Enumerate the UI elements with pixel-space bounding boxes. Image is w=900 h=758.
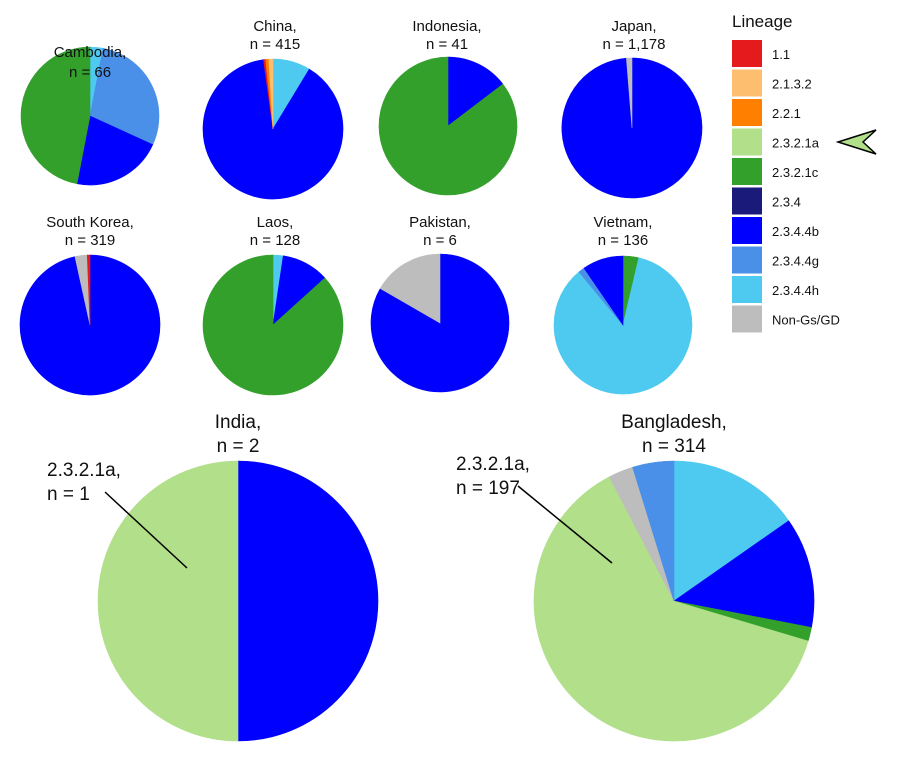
pie-title-count-pakistan: n = 6 (423, 232, 457, 249)
pie-title-country-china: China, (253, 18, 296, 35)
pie-slice-india-2-3-4-4b-0 (237, 460, 379, 742)
legend-label-2-3-4-4b: 2.3.4.4b (772, 224, 819, 239)
legend-swatch-2-3-2-1c (732, 158, 762, 185)
pie-slice-bangladesh-2-3-4-4g-5 (632, 460, 675, 602)
legend-label-2-2-1: 2.2.1 (772, 106, 801, 121)
pie-chart-cambodia: Cambodia, n = 66 (20, 44, 160, 186)
annotation-label-india: 2.3.2.1a, (47, 460, 121, 481)
pie-title-count-south-korea: n = 319 (65, 232, 115, 249)
pie-title-count-vietnam: n = 136 (598, 232, 648, 249)
pie-chart-india: India, n = 2 2.3.2.1a, n = 1 (47, 412, 379, 742)
pie-slice-bangladesh-2-3-4-4h-0 (673, 460, 790, 602)
pie-title-country-japan: Japan, (611, 18, 656, 35)
pie-chart-japan: Japan,n = 1,178 (561, 18, 703, 199)
annotation-label-bangladesh: 2.3.2.1a, (456, 454, 530, 475)
pie-slice-cambodia-2-3-4-4b-2 (76, 115, 154, 186)
pie-title-country-indonesia: Indonesia, (412, 18, 481, 35)
pie-slice-bangladesh-2-3-2-1a-3 (533, 476, 809, 742)
legend-swatch-2-3-4-4g (732, 246, 762, 274)
pie-title-country-laos: Laos, (257, 214, 294, 231)
legend: Lineage 1.1 2.1.3.2 2.2.1 2.3.2.1a 2.3.2.1c 2.… (732, 12, 877, 333)
pie-title-country-bangladesh: Bangladesh, (621, 412, 727, 433)
legend-swatch-2-3-4-4h (732, 276, 762, 303)
legend-item-2-3-4-4h: 2.3.4.4h (732, 276, 819, 303)
pie-chart-south-korea: South Korea,n = 319 (19, 214, 161, 396)
pie-slice-japan-2-3-4-4b-1 (561, 57, 636, 199)
pie-slice-indonesia-2-3-4-4b-0 (447, 56, 504, 127)
pie-chart-vietnam: Vietnam,n = 136 (553, 214, 693, 395)
legend-swatch-2-3-4 (732, 187, 762, 215)
pie-chart-pakistan: Pakistan,n = 6 (370, 214, 510, 393)
legend-item-2-3-2-1a: 2.3.2.1a (732, 128, 877, 156)
legend-swatch-1-1 (732, 40, 762, 67)
pie-slice-laos-2-3-2-1c-2 (202, 254, 344, 396)
pie-title-count-china: n = 415 (250, 36, 300, 53)
pie-title-country-cambodia: Cambodia, (54, 44, 127, 61)
pie-slice-japan-2-3-4-4b-0 (631, 57, 703, 199)
pie-slice-china-2-3-4-4b-3 (202, 59, 315, 200)
legend-item-non-gs-gd: Non-Gs/GD (732, 305, 840, 333)
pie-title-count-bangladesh: n = 314 (642, 436, 706, 457)
pie-title-count-japan: n = 1,178 (603, 36, 666, 53)
legend-label-2-3-2-1c: 2.3.2.1c (772, 165, 819, 180)
legend-item-2-3-2-1c: 2.3.2.1c (732, 158, 819, 185)
pie-title-country-india: India, (215, 412, 261, 433)
legend-title: Lineage (732, 12, 793, 31)
pie-title-country-pakistan: Pakistan, (409, 214, 471, 231)
pie-chart-indonesia: Indonesia,n = 41 (378, 18, 518, 196)
legend-swatch-2-2-1 (732, 99, 762, 126)
legend-label-2-3-4-4g: 2.3.4.4g (772, 254, 819, 269)
legend-swatch-2-3-2-1a (732, 128, 762, 156)
pie-title-count-indonesia: n = 41 (426, 36, 468, 53)
pie-slice-india-2-3-2-1a-1 (97, 460, 239, 742)
pie-title-count-india: n = 2 (217, 436, 260, 457)
legend-label-2-3-4-4h: 2.3.4.4h (772, 283, 819, 298)
pie-slice-bangladesh-2-3-4-4b-1 (673, 520, 815, 628)
pie-title-count-laos: n = 128 (250, 232, 300, 249)
legend-item-2-3-4-4g: 2.3.4.4g (732, 246, 819, 274)
legend-swatch-2-1-3-2 (732, 69, 762, 97)
legend-item-2-3-4-4b: 2.3.4.4b (732, 217, 819, 244)
legend-item-1-1: 1.1 (732, 40, 790, 67)
annotation-leader-line-india (104, 491, 188, 569)
pie-title-country-south-korea: South Korea, (46, 214, 134, 231)
arrowhead-icon (835, 129, 877, 155)
legend-item-2-1-3-2: 2.1.3.2 (732, 69, 812, 97)
annotation-count-india: n = 1 (47, 484, 90, 505)
legend-label-2-1-3-2: 2.1.3.2 (772, 77, 812, 92)
legend-label-non-gs-gd: Non-Gs/GD (772, 313, 840, 328)
pie-slice-vietnam-2-3-4-4h-1 (553, 257, 693, 395)
annotation-count-bangladesh: n = 197 (456, 478, 520, 499)
pie-title-country-vietnam: Vietnam, (594, 214, 653, 231)
pie-slice-pakistan-non-gs-gd-1 (379, 253, 441, 324)
pie-slice-china-2-3-4-4b-2 (272, 120, 344, 187)
legend-label-2-3-2-1a: 2.3.2.1a (772, 136, 820, 151)
pie-slice-cambodia-2-3-4-4g-1 (89, 47, 160, 146)
pie-slice-indonesia-2-3-2-1c-1 (378, 56, 518, 196)
legend-item-2-3-4: 2.3.4 (732, 187, 801, 215)
pie-chart-laos: Laos,n = 128 (202, 214, 344, 396)
legend-label-2-3-4: 2.3.4 (772, 195, 801, 210)
pie-slice-china-2-1-3-2-6 (268, 58, 274, 130)
pie-chart-china: China,n = 415 (202, 18, 344, 200)
pie-slice-china-2-3-4-4b-1 (272, 68, 343, 130)
legend-swatch-2-3-4-4b (732, 217, 762, 244)
legend-item-2-2-1: 2.2.1 (732, 99, 801, 126)
pie-slice-cambodia-2-3-2-1c-3 (20, 46, 91, 185)
legend-label-1-1: 1.1 (772, 47, 790, 62)
pie-slice-south-korea-1-1-2 (86, 254, 91, 326)
legend-swatch-non-gs-gd (732, 305, 762, 333)
pie-chart-bangladesh: Bangladesh, n = 314 2.3.2.1a, n = 197 (456, 412, 815, 742)
pie-slice-vietnam-2-3-4-4b-3 (583, 255, 624, 326)
pie-title-count-cambodia: n = 66 (69, 64, 111, 81)
annotation-leader-line-bangladesh (517, 485, 613, 564)
pie-slice-japan-non-gs-gd-2 (626, 57, 633, 129)
